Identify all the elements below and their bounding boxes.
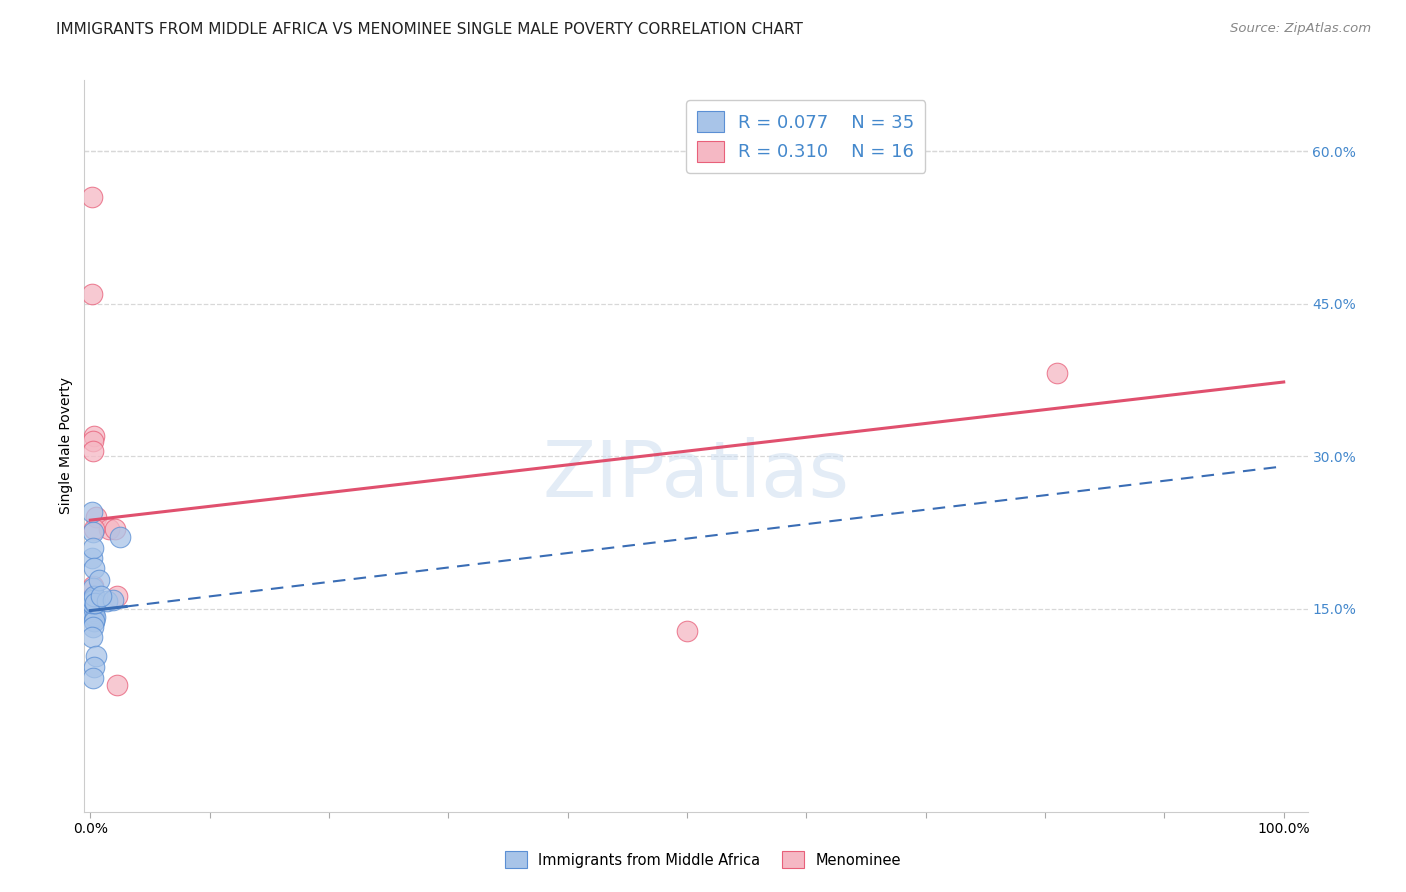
- Point: [80, 630, 103, 644]
- Point: [108, 530, 131, 544]
- Point: [83, 591, 105, 606]
- Point: [676, 624, 699, 638]
- Point: [90, 590, 112, 604]
- Legend: Immigrants from Middle Africa, Menominee: Immigrants from Middle Africa, Menominee: [499, 846, 907, 874]
- Point: [82, 581, 104, 595]
- Point: [83, 606, 105, 620]
- Point: [80, 608, 103, 623]
- Point: [82, 609, 104, 624]
- Point: [105, 590, 128, 604]
- Point: [82, 579, 104, 593]
- Point: [80, 597, 103, 611]
- Point: [84, 597, 107, 611]
- Point: [83, 590, 105, 604]
- Point: [80, 597, 103, 611]
- Point: [83, 660, 105, 674]
- Point: [98, 522, 121, 536]
- Legend: R = 0.077    N = 35, R = 0.310    N = 16: R = 0.077 N = 35, R = 0.310 N = 16: [686, 100, 925, 173]
- Text: ZIPatlas: ZIPatlas: [543, 437, 849, 513]
- Point: [82, 601, 104, 615]
- Point: [82, 525, 104, 540]
- Point: [80, 550, 103, 565]
- Point: [82, 671, 104, 685]
- Text: IMMIGRANTS FROM MIDDLE AFRICA VS MENOMINEE SINGLE MALE POVERTY CORRELATION CHART: IMMIGRANTS FROM MIDDLE AFRICA VS MENOMIN…: [56, 22, 803, 37]
- Point: [84, 594, 107, 608]
- Point: [82, 604, 104, 618]
- Point: [82, 541, 104, 555]
- Point: [82, 593, 104, 607]
- Point: [82, 434, 104, 448]
- Point: [80, 286, 103, 301]
- Point: [84, 649, 107, 664]
- Point: [83, 593, 105, 607]
- Point: [80, 190, 103, 204]
- Point: [82, 620, 104, 634]
- Y-axis label: Single Male Poverty: Single Male Poverty: [59, 377, 73, 515]
- Point: [87, 573, 110, 587]
- Point: [83, 599, 105, 614]
- Point: [80, 505, 103, 519]
- Point: [83, 561, 105, 575]
- Point: [83, 429, 105, 443]
- Point: [96, 594, 118, 608]
- Point: [83, 614, 105, 628]
- Point: [84, 609, 107, 624]
- Point: [83, 590, 105, 604]
- Point: [82, 593, 104, 607]
- Text: Source: ZipAtlas.com: Source: ZipAtlas.com: [1230, 22, 1371, 36]
- Point: [104, 522, 127, 536]
- Point: [82, 595, 104, 609]
- Point: [82, 444, 104, 458]
- Point: [84, 597, 107, 611]
- Point: [101, 593, 124, 607]
- Point: [83, 522, 105, 536]
- Point: [84, 510, 107, 524]
- Point: [105, 678, 128, 692]
- Point: [83, 614, 105, 628]
- Point: [1046, 366, 1069, 380]
